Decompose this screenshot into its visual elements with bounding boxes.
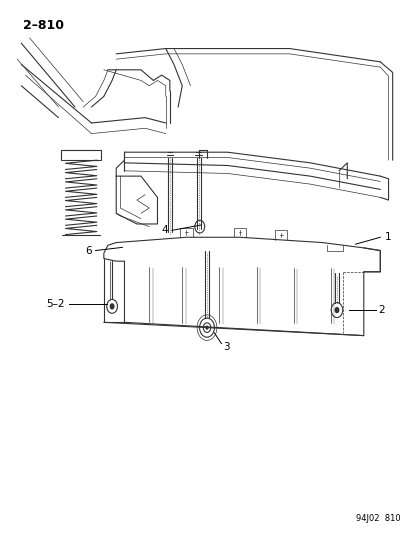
Text: 2–810: 2–810 [23, 19, 64, 33]
Text: 5–2: 5–2 [46, 298, 64, 309]
Text: 94J02  810: 94J02 810 [356, 514, 400, 523]
Text: 1: 1 [384, 232, 390, 243]
Circle shape [205, 326, 208, 330]
Text: 3: 3 [223, 342, 230, 352]
Circle shape [334, 307, 339, 313]
Text: 4: 4 [161, 225, 167, 236]
Text: 2: 2 [377, 305, 384, 315]
Text: 6: 6 [85, 246, 91, 255]
Circle shape [109, 303, 114, 310]
